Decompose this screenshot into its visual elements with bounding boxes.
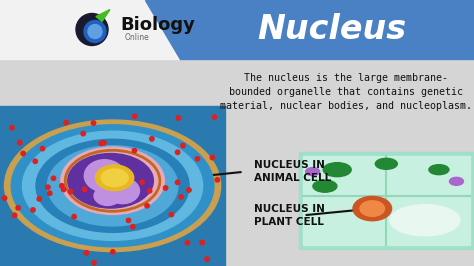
- Circle shape: [12, 213, 17, 218]
- Circle shape: [102, 141, 106, 145]
- Circle shape: [64, 120, 68, 125]
- Circle shape: [31, 208, 35, 212]
- Ellipse shape: [22, 131, 203, 240]
- Bar: [299, 152, 474, 250]
- Ellipse shape: [5, 120, 220, 252]
- Circle shape: [18, 140, 22, 145]
- Circle shape: [62, 187, 66, 192]
- Polygon shape: [145, 0, 474, 59]
- Ellipse shape: [11, 125, 214, 247]
- Text: The nucleus is the large membrane-
bounded organelle that contains genetic
mater: The nucleus is the large membrane- bound…: [220, 73, 472, 111]
- Circle shape: [210, 155, 215, 160]
- Circle shape: [68, 189, 73, 194]
- Circle shape: [212, 115, 217, 119]
- Circle shape: [140, 180, 144, 184]
- Circle shape: [176, 116, 181, 120]
- Ellipse shape: [313, 180, 337, 192]
- Ellipse shape: [375, 158, 397, 169]
- Bar: [0, 0, 474, 59]
- Circle shape: [76, 14, 108, 45]
- Circle shape: [84, 251, 89, 255]
- Bar: [0, 106, 225, 266]
- Ellipse shape: [306, 168, 319, 176]
- Ellipse shape: [47, 146, 178, 226]
- Circle shape: [110, 250, 115, 254]
- Ellipse shape: [61, 147, 164, 214]
- Circle shape: [21, 151, 26, 156]
- Circle shape: [175, 150, 180, 155]
- Circle shape: [33, 159, 37, 164]
- Circle shape: [164, 186, 168, 190]
- Text: Biology: Biology: [120, 15, 195, 34]
- Circle shape: [200, 240, 204, 245]
- Text: Online: Online: [125, 33, 150, 42]
- Ellipse shape: [449, 177, 464, 185]
- Circle shape: [145, 203, 149, 208]
- Circle shape: [81, 131, 85, 136]
- Circle shape: [84, 20, 106, 43]
- Circle shape: [195, 157, 200, 161]
- Circle shape: [92, 261, 96, 265]
- Circle shape: [37, 197, 41, 201]
- Circle shape: [179, 195, 183, 199]
- Polygon shape: [96, 10, 110, 22]
- Text: NUCLEUS IN
PLANT CELL: NUCLEUS IN PLANT CELL: [254, 204, 325, 227]
- Circle shape: [91, 121, 96, 125]
- Circle shape: [99, 141, 103, 146]
- Circle shape: [215, 178, 219, 182]
- Ellipse shape: [106, 178, 139, 203]
- Ellipse shape: [84, 160, 125, 192]
- Circle shape: [51, 176, 55, 181]
- Circle shape: [82, 187, 87, 192]
- Circle shape: [16, 206, 20, 210]
- Circle shape: [132, 114, 137, 118]
- Circle shape: [46, 185, 50, 189]
- Circle shape: [132, 148, 137, 153]
- Circle shape: [185, 240, 190, 245]
- Circle shape: [169, 212, 173, 217]
- Circle shape: [150, 137, 154, 141]
- Circle shape: [126, 218, 131, 223]
- Ellipse shape: [429, 165, 449, 175]
- Ellipse shape: [390, 205, 460, 236]
- Ellipse shape: [323, 163, 351, 177]
- Ellipse shape: [95, 165, 134, 191]
- Circle shape: [40, 146, 45, 151]
- Bar: [0, 59, 474, 266]
- Ellipse shape: [101, 169, 128, 187]
- Circle shape: [72, 214, 76, 219]
- Text: Nucleus: Nucleus: [257, 13, 406, 46]
- Ellipse shape: [353, 196, 392, 221]
- Ellipse shape: [94, 186, 121, 205]
- Ellipse shape: [360, 201, 384, 216]
- Ellipse shape: [36, 139, 189, 232]
- Circle shape: [2, 196, 7, 200]
- Circle shape: [88, 24, 102, 39]
- Bar: [302, 156, 470, 246]
- Circle shape: [181, 143, 185, 148]
- Text: NUCLEUS IN
ANIMAL CELL: NUCLEUS IN ANIMAL CELL: [254, 160, 331, 183]
- Circle shape: [187, 188, 191, 192]
- Circle shape: [147, 189, 152, 193]
- Circle shape: [131, 225, 135, 229]
- Ellipse shape: [68, 153, 154, 208]
- Circle shape: [47, 191, 52, 196]
- Circle shape: [175, 180, 180, 185]
- Circle shape: [205, 257, 210, 261]
- Circle shape: [9, 126, 14, 130]
- Circle shape: [60, 184, 64, 188]
